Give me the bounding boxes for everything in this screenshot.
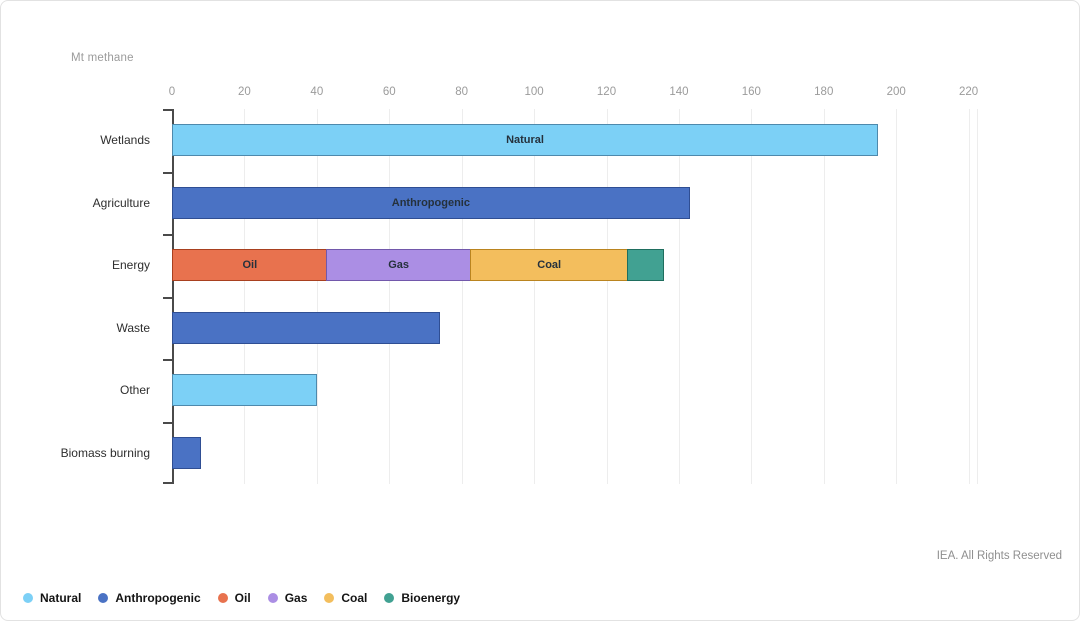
axis-unit-label: Mt methane bbox=[71, 52, 134, 64]
bar-segment-anthropogenic[interactable]: Anthropogenic bbox=[172, 186, 690, 219]
x-axis-tick-label-180: 180 bbox=[814, 86, 834, 98]
gridline-160 bbox=[751, 109, 753, 484]
bar-segment-natural[interactable]: Natural bbox=[172, 124, 879, 157]
x-axis-tick-label-60: 60 bbox=[382, 86, 396, 98]
bar-biomass-burning bbox=[172, 436, 201, 469]
gridline-60 bbox=[389, 109, 391, 484]
bar-segment-anthropogenic[interactable] bbox=[172, 311, 440, 344]
bar-segment-label: Oil bbox=[242, 259, 258, 272]
bar-segment-gas[interactable]: Gas bbox=[326, 249, 472, 282]
gridline-80 bbox=[461, 109, 463, 484]
bar-other bbox=[172, 374, 317, 407]
x-axis-tick-label-120: 120 bbox=[596, 86, 617, 98]
x-axis-tick-label-80: 80 bbox=[455, 86, 469, 98]
legend-item-oil[interactable]: Oil bbox=[217, 591, 251, 605]
legend-swatch-gas bbox=[267, 593, 278, 603]
x-axis-tick-label-20: 20 bbox=[238, 86, 251, 98]
category-label-biomass-burning: Biomass burning bbox=[60, 445, 150, 460]
legend-item-coal[interactable]: Coal bbox=[324, 591, 367, 605]
gridline-100 bbox=[534, 109, 536, 484]
legend-swatch-natural bbox=[23, 593, 33, 603]
y-axis-tick bbox=[163, 109, 172, 111]
y-axis-tick bbox=[163, 421, 172, 424]
x-axis-tick-label-160: 160 bbox=[741, 86, 761, 98]
legend-swatch-oil bbox=[217, 593, 228, 603]
x-axis-tick-label-140: 140 bbox=[669, 86, 689, 98]
credit-text: IEA. All Rights Reserved bbox=[936, 550, 1062, 562]
legend-label: Anthropogenic bbox=[115, 591, 201, 605]
bar-energy: Oil Gas Coal bbox=[172, 249, 664, 282]
plot-right-border bbox=[977, 109, 978, 484]
bar-waste bbox=[172, 311, 440, 344]
legend-label: Natural bbox=[40, 591, 82, 605]
bar-segment-anthropogenic[interactable] bbox=[172, 436, 201, 469]
x-axis-tick-label-0: 0 bbox=[168, 86, 176, 98]
gridline-40 bbox=[316, 109, 318, 484]
gridline-220 bbox=[968, 109, 970, 484]
y-axis-tick bbox=[163, 234, 172, 236]
category-label-energy: Energy bbox=[111, 258, 150, 273]
x-axis-tick-label-200: 200 bbox=[886, 86, 906, 98]
gridline-140 bbox=[678, 109, 680, 484]
bar-segment-natural[interactable] bbox=[172, 374, 317, 407]
legend-swatch-coal bbox=[324, 593, 335, 603]
y-axis-tick bbox=[163, 359, 172, 361]
category-axis: Wetlands Agriculture Energy Waste Other Bioma… bbox=[15, 109, 161, 484]
bar-wetlands: Natural bbox=[172, 124, 879, 157]
gridline-180 bbox=[823, 109, 825, 484]
category-label-other: Other bbox=[119, 383, 150, 398]
legend-label: Bioenergy bbox=[401, 591, 461, 605]
bar-segment-label: Gas bbox=[388, 259, 409, 272]
bar-segment-label: Coal bbox=[537, 259, 562, 272]
legend-item-bioenergy[interactable]: Bioenergy bbox=[384, 591, 460, 605]
bar-agriculture: Anthropogenic bbox=[172, 186, 690, 219]
x-axis-tick-label-40: 40 bbox=[310, 86, 324, 98]
y-axis-tick bbox=[163, 482, 172, 484]
legend-swatch-anthropogenic bbox=[98, 593, 109, 603]
y-axis-line bbox=[172, 109, 174, 484]
legend-item-natural[interactable]: Natural bbox=[23, 591, 81, 605]
y-axis-tick bbox=[163, 171, 172, 174]
legend-label: Coal bbox=[341, 591, 368, 605]
x-axis-tick-label-220: 220 bbox=[958, 86, 979, 98]
bar-segment-oil[interactable]: Oil bbox=[172, 249, 328, 282]
legend: Natural Anthropogenic Oil Gas Coal Bioenergy bbox=[23, 591, 460, 605]
legend-label: Gas bbox=[284, 591, 308, 605]
gridline-200 bbox=[896, 109, 898, 484]
legend-label: Oil bbox=[234, 591, 251, 605]
legend-swatch-bioenergy bbox=[384, 593, 395, 603]
category-label-waste: Waste bbox=[116, 320, 150, 335]
y-axis-tick bbox=[163, 296, 172, 299]
x-axis-tick-label-100: 100 bbox=[524, 86, 544, 98]
legend-item-anthropogenic[interactable]: Anthropogenic bbox=[98, 591, 201, 605]
category-label-agriculture: Agriculture bbox=[92, 195, 150, 210]
bar-segment-bioenergy[interactable] bbox=[627, 249, 664, 282]
gridline-120 bbox=[606, 109, 608, 484]
bar-segment-coal[interactable]: Coal bbox=[469, 249, 629, 282]
bar-segment-label: Natural bbox=[506, 134, 544, 147]
legend-item-gas[interactable]: Gas bbox=[267, 591, 308, 605]
plot-area: 0 20 40 60 80 100 120 140 160 180 200 220 Natural Ant… bbox=[163, 86, 978, 484]
gridline-20 bbox=[244, 109, 246, 484]
category-label-wetlands: Wetlands bbox=[100, 133, 150, 148]
bar-segment-label: Anthropogenic bbox=[391, 196, 470, 209]
